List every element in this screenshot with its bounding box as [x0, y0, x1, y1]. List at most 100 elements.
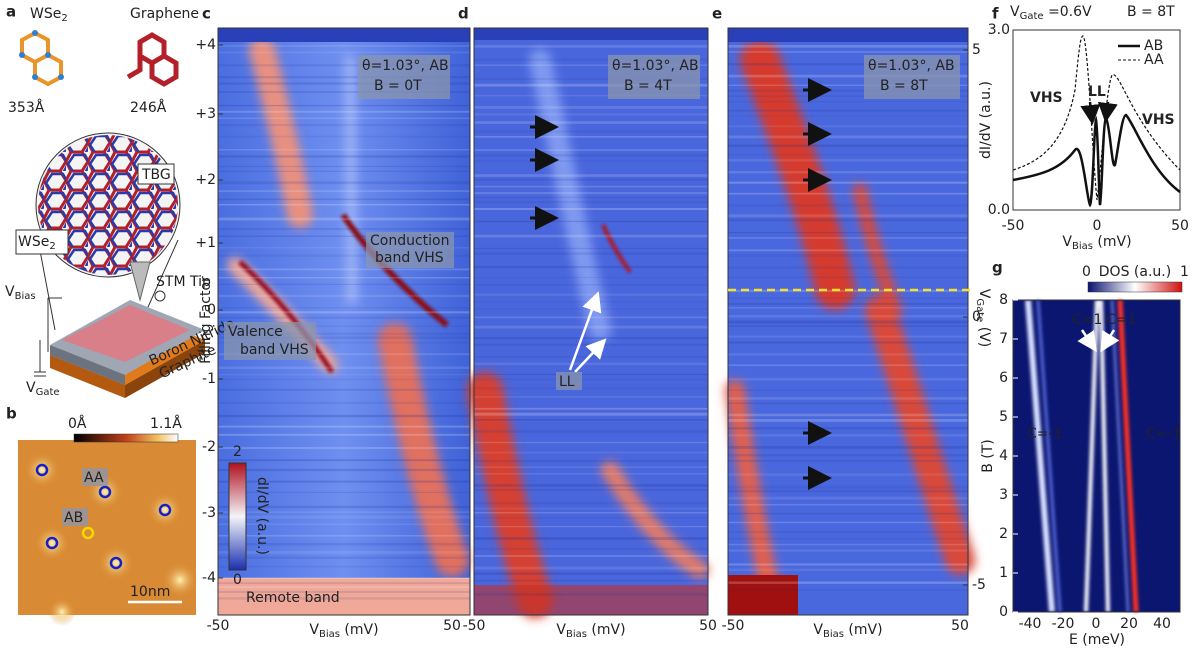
- text: Graphene: [130, 6, 199, 22]
- text: DOS (a.u.): [1099, 264, 1171, 280]
- y-tick-label: 3: [999, 487, 1008, 503]
- stripe: [218, 447, 470, 449]
- stripe: [728, 564, 968, 566]
- stripe: [728, 182, 968, 184]
- text: 1: [1180, 264, 1189, 280]
- y-tick-label: +3: [195, 106, 216, 122]
- stripe: [218, 228, 470, 230]
- y-tick-label: -3: [202, 505, 216, 521]
- y-tick-label: -2: [202, 439, 216, 455]
- y-tick-label: 0: [999, 604, 1008, 620]
- text-part: Gate: [1020, 11, 1044, 22]
- text: band VHS: [375, 250, 444, 266]
- x-tick-label: -50: [207, 618, 230, 634]
- text: LL: [559, 374, 575, 390]
- stripe: [474, 131, 708, 133]
- stripe: [728, 116, 968, 117]
- stripe: [728, 277, 968, 278]
- y2-axis-label-part: (V): [976, 322, 992, 347]
- stripe: [728, 325, 968, 327]
- stripe: [728, 390, 968, 391]
- text: 246Å: [130, 99, 167, 116]
- text: WSe2: [30, 6, 68, 24]
- x-tick-label: 50: [443, 618, 461, 634]
- stripe: [474, 489, 708, 490]
- stripe: [474, 192, 708, 194]
- x-axis-label-part: (mV): [1093, 234, 1132, 250]
- stripe: [218, 317, 470, 319]
- y-tick-label: -1: [202, 371, 216, 387]
- stripe: [728, 154, 968, 155]
- text: 0: [1082, 264, 1091, 280]
- lattice-wse2: [19, 30, 64, 84]
- panel-label: c: [202, 5, 211, 23]
- x-axis-label-part: V: [556, 622, 566, 638]
- stripe: [474, 136, 708, 138]
- x-axis-label: VBias (mV): [1062, 234, 1131, 252]
- y-tick-label: -4: [202, 570, 216, 586]
- text: VGate: [26, 380, 60, 398]
- x-axis-label: VBias (mV): [556, 622, 625, 640]
- panel-label: b: [6, 405, 17, 423]
- text: Filling Factor: [198, 276, 214, 364]
- text: AB: [64, 510, 83, 526]
- stripe: [218, 295, 470, 297]
- stripe: [474, 160, 708, 161]
- y-tick-label: 5: [999, 409, 1008, 425]
- stripe: [218, 190, 470, 192]
- stripe: [474, 537, 708, 540]
- stripe: [728, 446, 968, 449]
- x-axis-label: VBias (mV): [813, 622, 882, 640]
- stripe: [728, 171, 968, 173]
- stripe: [728, 486, 968, 489]
- stripe: [474, 113, 708, 115]
- panel-label: g: [992, 259, 1003, 277]
- stripe: [474, 277, 708, 278]
- stripe: [728, 232, 968, 233]
- stripe: [474, 374, 708, 375]
- stripe: [474, 197, 708, 198]
- stripe: [218, 582, 470, 584]
- text-part: V: [26, 380, 36, 396]
- x-tick-label: -50: [722, 618, 745, 634]
- x-axis-label-part: (mV): [844, 622, 883, 638]
- text: TBG: [141, 167, 171, 183]
- stripe: [728, 193, 968, 195]
- stripe: [728, 419, 968, 422]
- x-tick-label: 0: [1092, 616, 1101, 632]
- stripe: [474, 580, 708, 582]
- stripe: [474, 337, 708, 339]
- x-tick-label: -20: [1052, 616, 1075, 632]
- text: θ=1.03°, AB: [868, 58, 955, 74]
- stripe: [728, 237, 968, 238]
- stripe: [474, 294, 708, 296]
- text: θ=1.03°, AB: [612, 58, 699, 74]
- stripe: [474, 413, 708, 416]
- x-tick-label: 50: [1171, 218, 1189, 234]
- text: dI/dV (a.u.): [254, 477, 270, 555]
- text: C=1: [1106, 312, 1136, 328]
- x-axis-label-part: Bias: [566, 629, 587, 640]
- stripe: [474, 379, 708, 381]
- text: 10nm: [130, 584, 170, 600]
- stripe: [218, 566, 470, 568]
- stripe: [728, 427, 968, 429]
- stripe: [474, 396, 708, 398]
- stripe: [218, 111, 470, 113]
- text: VGate =0.6V: [1010, 4, 1092, 22]
- x-axis-label-part: (mV): [587, 622, 626, 638]
- panel-label: e: [712, 5, 722, 23]
- stripe: [474, 252, 708, 254]
- stripe: [728, 51, 968, 53]
- x-tick-label: 50: [699, 618, 717, 634]
- stripe: [474, 45, 708, 48]
- stripe: [218, 434, 470, 436]
- stripe: [728, 531, 968, 532]
- stripe: [728, 110, 968, 112]
- colorbar: [74, 434, 178, 442]
- text-part: V: [5, 284, 15, 300]
- text: Remote band: [246, 590, 340, 606]
- stripe: [218, 171, 470, 172]
- y-tick-label: 7: [999, 331, 1008, 347]
- stripe: [218, 379, 470, 380]
